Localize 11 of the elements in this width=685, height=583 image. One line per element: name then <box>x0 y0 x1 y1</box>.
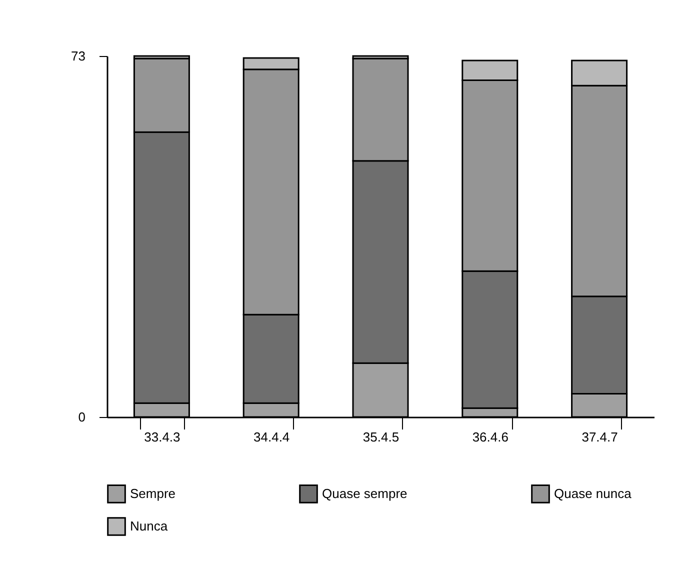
x-tick-label: 37.4.7 <box>582 430 618 444</box>
legend-label: Quase nunca <box>554 486 632 501</box>
legend-label: Quase sempre <box>322 486 408 501</box>
x-tick-label: 33.4.3 <box>144 430 180 444</box>
y-tick-label: 73 <box>71 48 86 64</box>
x-tick-label: 36.4.6 <box>472 430 508 444</box>
legend-label: Sempre <box>130 486 176 501</box>
y-tick-label: 0 <box>78 410 86 424</box>
x-tick-label: 34.4.4 <box>254 430 290 444</box>
legend-label: Nunca <box>130 518 168 534</box>
x-tick-label: 35.4.5 <box>362 430 400 444</box>
